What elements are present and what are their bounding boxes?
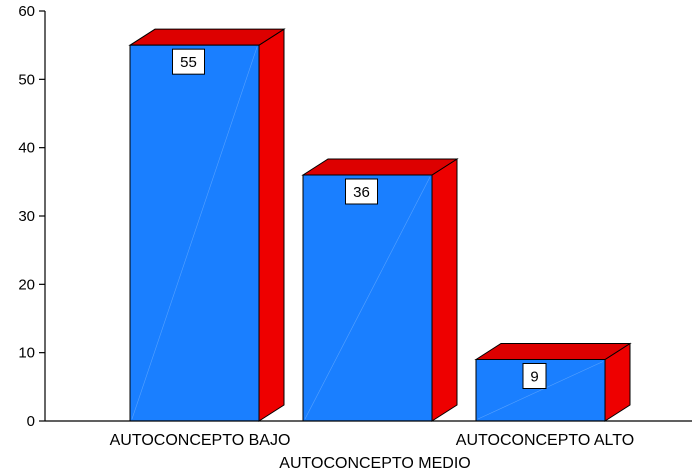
data-label-text: 36 bbox=[353, 184, 370, 201]
bar bbox=[128, 28, 286, 422]
y-axis: 0 10 20 30 40 50 60 bbox=[18, 3, 46, 430]
y-tick-label: 20 bbox=[18, 276, 35, 293]
y-tick-label: 60 bbox=[18, 3, 35, 20]
bar-top-face bbox=[474, 343, 632, 360]
data-labels: 55 36 9 bbox=[172, 48, 547, 389]
data-label-text: 9 bbox=[530, 369, 538, 386]
y-tick-label: 0 bbox=[27, 413, 35, 430]
bar-highlight bbox=[304, 176, 431, 420]
y-tick-label: 30 bbox=[18, 208, 35, 225]
bar-highlight bbox=[131, 47, 258, 420]
data-label-box bbox=[172, 48, 205, 75]
x-category-label: AUTOCONCEPTO MEDIO bbox=[279, 455, 470, 472]
bar-highlight bbox=[477, 361, 604, 420]
data-label-text: 55 bbox=[180, 54, 197, 71]
data-label-box bbox=[522, 363, 547, 389]
x-axis: AUTOCONCEPTO BAJO AUTOCONCEPTO MEDIO AUTOC… bbox=[45, 420, 692, 472]
y-tick-label: 10 bbox=[18, 345, 35, 362]
x-category-label: AUTOCONCEPTO BAJO bbox=[110, 432, 291, 449]
y-tick-label: 40 bbox=[18, 140, 35, 157]
bar-side-face bbox=[258, 28, 285, 422]
bar-side-face bbox=[431, 158, 458, 422]
bar-top-face bbox=[128, 28, 286, 46]
x-category-label: AUTOCONCEPTO ALTO bbox=[456, 432, 634, 449]
data-label: 36 bbox=[345, 178, 378, 205]
data-label: 9 bbox=[522, 363, 547, 389]
bar bbox=[301, 158, 459, 422]
bar-top-face bbox=[301, 158, 459, 176]
bars bbox=[128, 28, 632, 422]
y-tick-label: 50 bbox=[18, 71, 35, 88]
data-label-box bbox=[345, 178, 378, 205]
data-label: 55 bbox=[172, 48, 205, 75]
bar bbox=[474, 342, 632, 422]
